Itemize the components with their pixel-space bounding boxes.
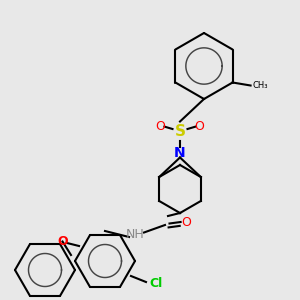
Text: O: O bbox=[195, 119, 204, 133]
Text: O: O bbox=[181, 215, 191, 229]
Text: S: S bbox=[175, 124, 185, 140]
Text: NH: NH bbox=[126, 227, 144, 241]
Text: Cl: Cl bbox=[149, 277, 162, 290]
Text: O: O bbox=[57, 235, 68, 248]
Text: O: O bbox=[156, 119, 165, 133]
Text: N: N bbox=[174, 146, 186, 160]
Text: CH₃: CH₃ bbox=[252, 81, 268, 90]
